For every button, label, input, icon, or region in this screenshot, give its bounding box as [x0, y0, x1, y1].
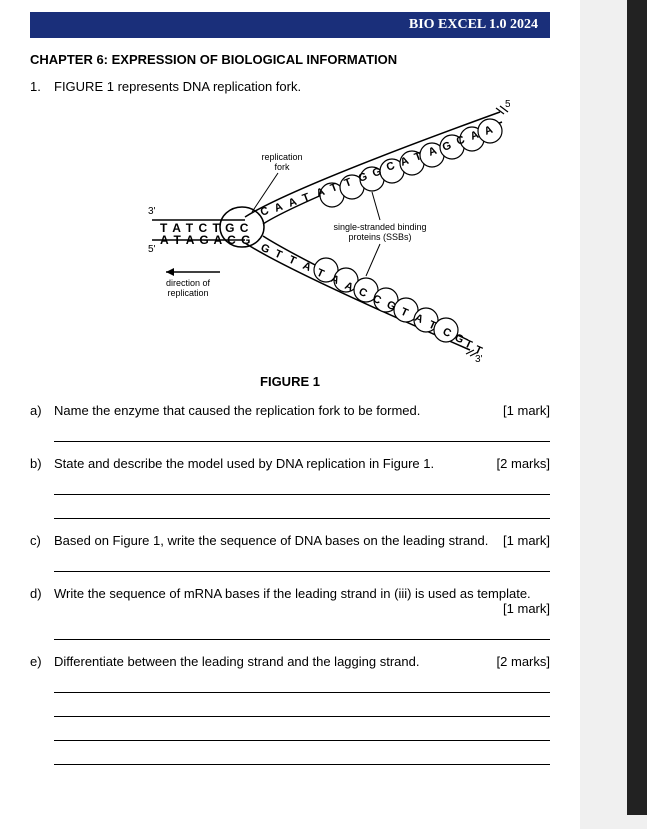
sub-c: c) Based on Figure 1, write the sequence…: [30, 533, 550, 548]
svg-text:A: A: [287, 196, 299, 210]
answer-line: [54, 691, 550, 693]
answer-line: [54, 715, 550, 717]
svg-text:5': 5': [505, 100, 510, 110]
sub-e-marks: [2 marks]: [497, 654, 550, 669]
sub-b: b) State and describe the model used by …: [30, 456, 550, 471]
answer-line: [54, 440, 550, 442]
banner-text: BIO EXCEL 1.0 2024: [409, 17, 538, 32]
svg-text:A: A: [301, 260, 313, 274]
figure-caption: FIGURE 1: [30, 374, 550, 389]
sub-d: d) Write the sequence of mRNA bases if t…: [30, 586, 550, 616]
svg-text:single-stranded binding: single-stranded binding: [333, 222, 426, 232]
svg-text:A T A G A C G: A T A G A C G: [160, 233, 251, 247]
svg-text:T: T: [301, 191, 312, 205]
page: BIO EXCEL 1.0 2024 CHAPTER 6: EXPRESSION…: [0, 0, 580, 829]
figure-1: 3' 5' 5' 3' T A T C T G C A T A G A C G …: [30, 100, 550, 389]
top-banner: BIO EXCEL 1.0 2024: [30, 12, 550, 38]
scroll-strip: [627, 0, 647, 815]
sub-a-text: Name the enzyme that caused the replicat…: [54, 403, 420, 418]
sub-d-label: d): [30, 586, 54, 601]
sub-a-label: a): [30, 403, 54, 418]
q1-text: FIGURE 1 represents DNA replication fork…: [54, 79, 550, 94]
svg-text:5': 5': [148, 244, 156, 255]
sub-b-text: State and describe the model used by DNA…: [54, 456, 434, 471]
replication-fork-diagram: 3' 5' 5' 3' T A T C T G C A T A G A C G …: [70, 100, 510, 365]
answer-line: [54, 638, 550, 640]
svg-text:proteins (SSBs): proteins (SSBs): [348, 232, 411, 242]
sub-d-text: Write the sequence of mRNA bases if the …: [54, 586, 531, 601]
sub-e: e) Differentiate between the leading str…: [30, 654, 550, 669]
q1-number: 1.: [30, 79, 54, 94]
sub-a: a) Name the enzyme that caused the repli…: [30, 403, 550, 418]
question-1: 1. FIGURE 1 represents DNA replication f…: [30, 79, 550, 94]
sub-c-marks: [1 mark]: [503, 533, 550, 548]
svg-text:replication: replication: [167, 288, 208, 298]
svg-text:T: T: [287, 254, 298, 268]
sub-d-marks: [1 mark]: [503, 601, 550, 616]
sub-c-label: c): [30, 533, 54, 548]
sub-c-text: Based on Figure 1, write the sequence of…: [54, 533, 488, 548]
answer-line: [54, 739, 550, 741]
svg-text:direction of: direction of: [166, 278, 211, 288]
sub-a-marks: [1 mark]: [503, 403, 550, 418]
sub-b-marks: [2 marks]: [497, 456, 550, 471]
sub-b-label: b): [30, 456, 54, 471]
svg-text:G: G: [259, 242, 272, 256]
answer-line: [54, 517, 550, 519]
sub-e-label: e): [30, 654, 54, 669]
answer-line: [54, 570, 550, 572]
chapter-heading: CHAPTER 6: EXPRESSION OF BIOLOGICAL INFO…: [30, 52, 550, 67]
svg-text:T: T: [463, 338, 474, 352]
svg-text:fork: fork: [274, 162, 290, 172]
sub-e-text: Differentiate between the leading strand…: [54, 654, 419, 669]
answer-line: [54, 493, 550, 495]
answer-line: [54, 763, 550, 765]
svg-text:3': 3': [148, 206, 156, 217]
svg-text:replication: replication: [261, 152, 302, 162]
